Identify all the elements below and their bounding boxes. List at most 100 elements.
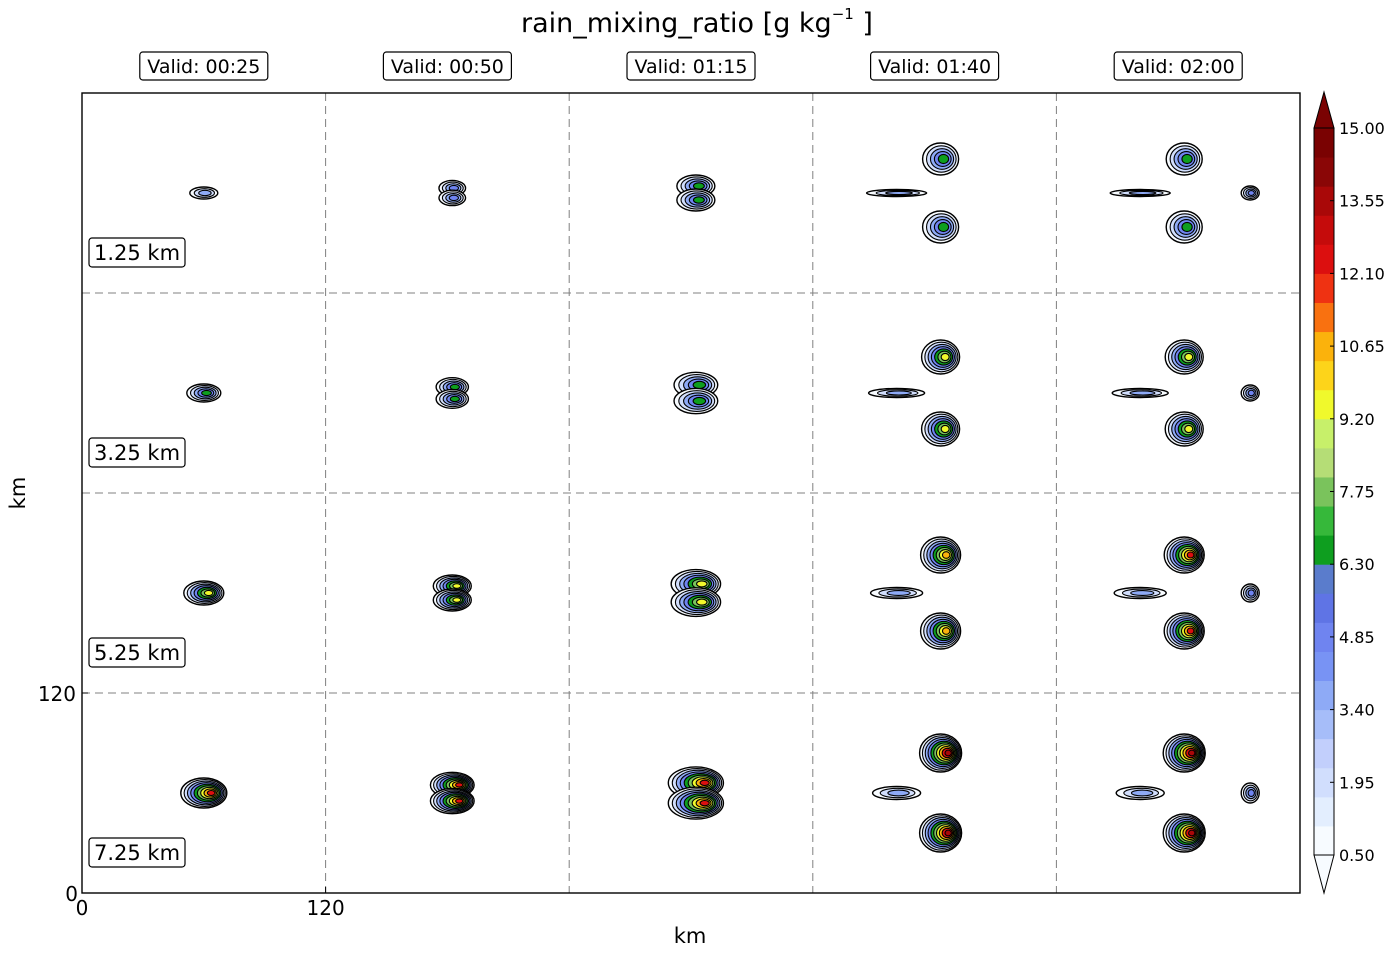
contour-level bbox=[1184, 424, 1194, 434]
storm-cell-south bbox=[920, 411, 961, 447]
contour-level bbox=[1186, 627, 1195, 635]
storm-cell bbox=[186, 383, 222, 403]
colorbar-segment bbox=[1314, 709, 1334, 740]
y-axis-label: km bbox=[6, 477, 30, 510]
colorbar-tick-label: 12.10 bbox=[1339, 264, 1385, 283]
contour-level bbox=[1130, 590, 1155, 596]
contour-level bbox=[944, 749, 952, 757]
colorbar-segment bbox=[1314, 680, 1334, 711]
contour-level bbox=[692, 196, 705, 204]
contour-level bbox=[887, 789, 910, 797]
storm-lobe-south bbox=[438, 189, 467, 207]
column-header: Valid: 00:50 bbox=[391, 56, 504, 78]
colorbar-segment bbox=[1314, 535, 1334, 565]
contour-level bbox=[1186, 551, 1195, 559]
contour-level bbox=[937, 153, 950, 165]
colorbar-segment bbox=[1314, 157, 1334, 187]
column-header-box bbox=[139, 51, 269, 81]
contour-level bbox=[1247, 389, 1255, 397]
colorbar-segment bbox=[1314, 215, 1334, 245]
rain-band bbox=[869, 586, 924, 600]
contour-level bbox=[696, 598, 708, 606]
storm-cell bbox=[189, 186, 219, 200]
colorbar: 15.00 13.55 12.10 10.65 9.20 7.75 6.30 4.85 3.40… bbox=[1313, 90, 1385, 895]
column-header-box bbox=[626, 51, 756, 81]
contour-level bbox=[1247, 589, 1255, 597]
contour-level bbox=[1130, 789, 1154, 797]
storm-cell-south bbox=[1162, 813, 1206, 853]
colorbar-tick-label: 6.30 bbox=[1339, 555, 1375, 574]
x-tick-label: 120 bbox=[307, 896, 345, 920]
chart-title: rain_mixing_ratio [g kg−1 ] bbox=[521, 5, 873, 39]
contour-level bbox=[937, 221, 950, 233]
colorbar-tick-label: 1.95 bbox=[1339, 773, 1375, 792]
column-header-box bbox=[869, 51, 1000, 81]
colorbar-segment bbox=[1314, 651, 1334, 682]
colorbar-tick-label: 10.65 bbox=[1339, 337, 1385, 356]
row-label: 5.25 km bbox=[94, 641, 180, 665]
y-tick-label: 120 bbox=[38, 682, 76, 706]
storm-cell-east bbox=[1240, 185, 1260, 201]
storm-cell-north bbox=[918, 733, 963, 773]
storm-cell-east bbox=[1240, 782, 1260, 804]
contour-level bbox=[940, 352, 950, 362]
storm-lobe-north bbox=[432, 574, 472, 598]
colorbar-segment bbox=[1314, 244, 1334, 274]
contour-level bbox=[198, 189, 212, 197]
column-header-box bbox=[1113, 51, 1243, 81]
plot-frame bbox=[81, 92, 1301, 894]
row-label-box bbox=[88, 237, 186, 268]
colorbar-segment bbox=[1314, 360, 1334, 391]
storm-lobe-south bbox=[676, 188, 716, 212]
row-label: 3.25 km bbox=[94, 441, 180, 465]
contour-level bbox=[1188, 829, 1196, 837]
rain-band bbox=[1113, 586, 1167, 600]
contour-level bbox=[885, 390, 912, 396]
storm-lobe-south bbox=[670, 587, 722, 618]
row-label-box bbox=[88, 637, 186, 668]
storm-cell-north bbox=[920, 339, 961, 375]
grid-lines bbox=[82, 93, 1300, 893]
contour-plots bbox=[180, 142, 1260, 853]
rain-band bbox=[867, 387, 926, 399]
contour-level bbox=[692, 380, 707, 390]
storm-lobe-south bbox=[667, 786, 725, 820]
storm-cell-north bbox=[1163, 536, 1205, 574]
contour-level bbox=[1188, 749, 1196, 757]
contour-level bbox=[452, 583, 462, 589]
storm-cell-south bbox=[1163, 612, 1205, 650]
storm-cell-south bbox=[1164, 411, 1204, 447]
colorbar-tick-label: 13.55 bbox=[1339, 192, 1385, 211]
column-header: Valid: 00:25 bbox=[147, 56, 260, 78]
colorbar-segment bbox=[1314, 738, 1334, 769]
storm-cell-south bbox=[921, 210, 960, 244]
contour-level bbox=[1247, 190, 1255, 196]
contour-level bbox=[699, 779, 710, 787]
storm-cell-east bbox=[1240, 583, 1260, 603]
colorbar-segment bbox=[1314, 825, 1334, 856]
rain-band bbox=[865, 188, 928, 198]
contour-level bbox=[692, 396, 707, 406]
storm-cell bbox=[183, 580, 225, 606]
storm-cell-north bbox=[919, 536, 962, 574]
colorbar-tick-label: 7.75 bbox=[1339, 483, 1375, 502]
colorbar-segment bbox=[1314, 389, 1334, 420]
x-tick-label: 0 bbox=[76, 896, 89, 920]
contour-level bbox=[455, 798, 464, 804]
colorbar-tick-label: 0.50 bbox=[1339, 846, 1375, 865]
contour-level bbox=[1184, 352, 1194, 362]
storm-lobe-south bbox=[673, 387, 719, 415]
contour-level bbox=[449, 395, 461, 403]
storm-cell-south bbox=[1165, 210, 1203, 244]
storm-lobe-south bbox=[429, 787, 475, 815]
colorbar-segment bbox=[1314, 331, 1334, 362]
colorbar-segment bbox=[1314, 506, 1334, 536]
contour-level bbox=[699, 799, 710, 807]
contour-level bbox=[941, 627, 951, 635]
colorbar-extend-max bbox=[1313, 90, 1335, 129]
row-label: 1.25 km bbox=[94, 241, 180, 265]
contour-level bbox=[455, 782, 464, 788]
colorbar-segment bbox=[1314, 767, 1334, 798]
row-label-box bbox=[88, 837, 186, 868]
